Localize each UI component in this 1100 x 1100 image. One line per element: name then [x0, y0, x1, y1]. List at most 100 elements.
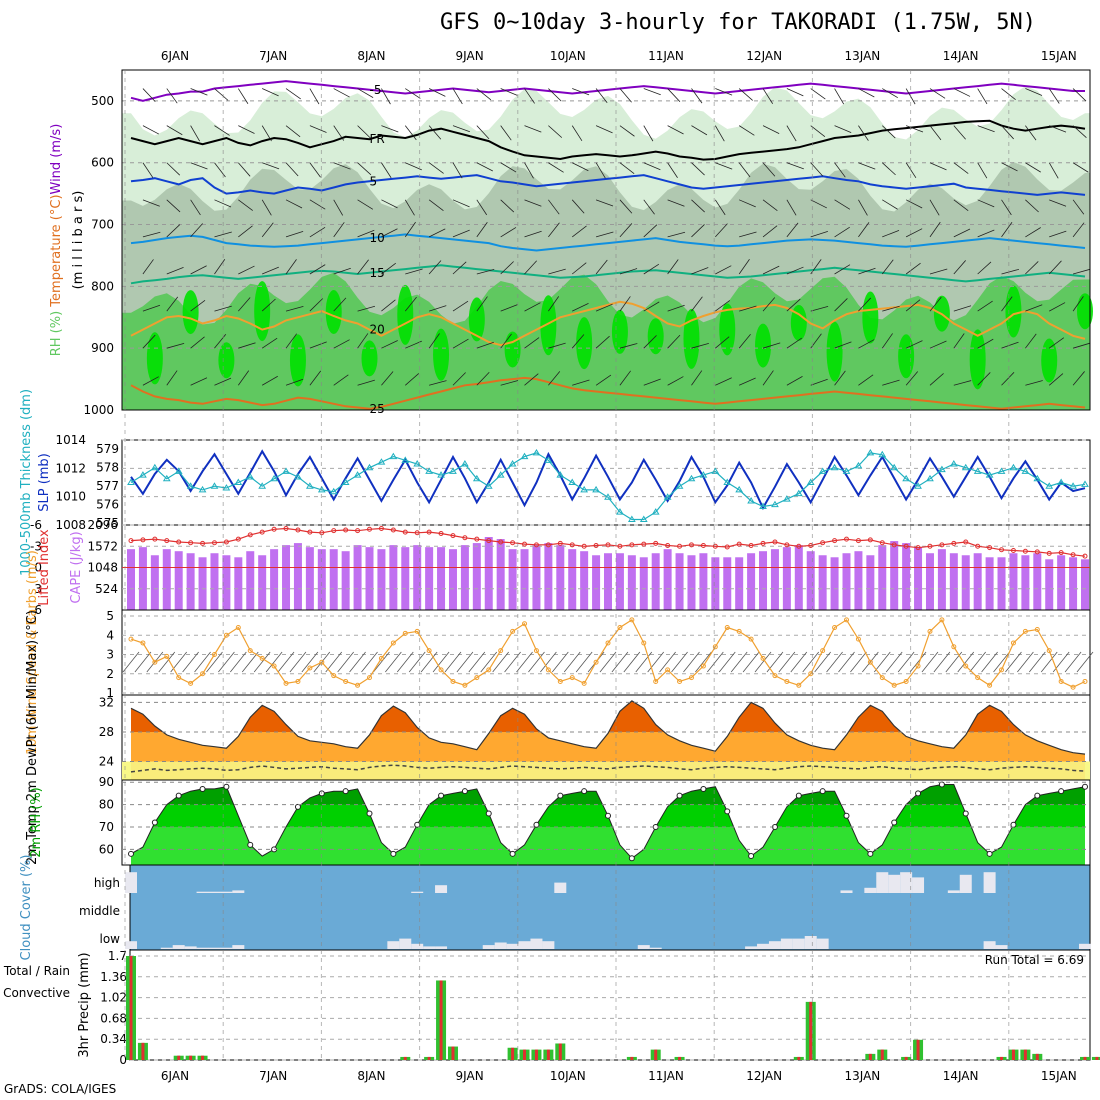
- slp-ylabel: SLP (mb): [37, 453, 52, 512]
- temp-band-low: [122, 761, 1090, 780]
- cloud-low-bar: [387, 941, 400, 949]
- wind-speed-point: [486, 667, 492, 673]
- li-point: [712, 543, 718, 549]
- wind-barb: [238, 342, 256, 349]
- li-point: [307, 529, 313, 535]
- rh-max-cell: [576, 317, 593, 370]
- rh-ytick: 70: [99, 820, 114, 834]
- wind-barb: [214, 231, 232, 238]
- cloud-low-bar: [435, 946, 448, 949]
- wind-barb: [357, 162, 372, 176]
- cape-bar: [866, 555, 875, 610]
- wind-barb: [214, 88, 229, 101]
- wind-barb: [429, 380, 447, 386]
- wind-barb: [882, 88, 898, 99]
- cape-bar: [401, 547, 410, 610]
- cloud-high-bar: [864, 887, 877, 893]
- cloud-low-bar: [757, 943, 770, 949]
- upper-air-ytick: 500: [91, 94, 114, 108]
- wind-barb: [524, 337, 540, 349]
- wind-barb-10m: [695, 651, 712, 673]
- precip-convective-bar: [880, 1049, 884, 1060]
- rh-point: [485, 810, 492, 817]
- li-point: [1010, 548, 1016, 553]
- wind-barb: [1072, 371, 1085, 386]
- wind-barb-10m: [408, 651, 426, 673]
- wind-barb: [882, 305, 900, 312]
- wind-barb: [834, 88, 845, 105]
- cloud-high-bar: [840, 890, 853, 893]
- wind-barb: [166, 125, 183, 136]
- wind-barb: [166, 343, 185, 349]
- wind-barb: [643, 199, 655, 215]
- rh-point: [891, 819, 898, 826]
- thickness-point: [282, 467, 290, 474]
- slp-frame: [121, 439, 1091, 526]
- wind-speed-line: [130, 618, 1086, 688]
- wind-barb: [619, 223, 633, 238]
- footer-credit: GrADS: COLA/IGES: [4, 1082, 117, 1096]
- li-point: [343, 527, 349, 533]
- precip-convective-bar: [189, 1055, 193, 1060]
- wind-barb: [572, 162, 589, 172]
- wind-barb: [381, 88, 391, 105]
- wind-barb: [1001, 199, 1012, 216]
- rh-point: [223, 783, 230, 790]
- wind-barb: [762, 88, 774, 104]
- li-point: [784, 542, 790, 548]
- cape-ytick: 2096: [87, 518, 118, 532]
- wind-speed-point: [712, 644, 718, 650]
- li-point: [987, 545, 993, 551]
- wind-barb: [762, 162, 776, 177]
- wind-barb: [452, 300, 469, 312]
- wind-barb-10m: [182, 651, 199, 673]
- li-point: [593, 543, 599, 549]
- thickness-line: [130, 452, 1086, 521]
- precip-ytick: 1.02: [100, 991, 127, 1005]
- wind-barb: [619, 125, 635, 137]
- wind-barb: [786, 222, 799, 238]
- wind-barb: [572, 88, 590, 96]
- wind-barb: [309, 264, 326, 275]
- wind-ytick: 1: [106, 686, 114, 700]
- wind-barb: [404, 199, 415, 216]
- thickness-point: [186, 482, 195, 489]
- thickness-point: [150, 463, 159, 471]
- wind-barb-10m: [337, 651, 354, 673]
- date-label-top: 15JAN: [1041, 49, 1077, 63]
- rh-max-cell: [325, 290, 342, 335]
- wind-barb-10m: [218, 651, 235, 673]
- cloud-low-bar: [506, 943, 519, 949]
- cloud-high-bar: [196, 891, 209, 893]
- thickness-point: [437, 471, 445, 478]
- wind-barb: [572, 379, 590, 386]
- rh-point: [581, 788, 588, 795]
- wind-barb: [905, 340, 923, 349]
- wind-barb: [476, 162, 493, 172]
- thickness-point: [890, 463, 899, 471]
- cape-bar: [305, 547, 314, 610]
- wind-barb: [595, 162, 606, 179]
- thickness-point: [675, 482, 684, 489]
- wind-barb: [238, 297, 251, 312]
- wind-barb: [309, 88, 320, 105]
- wind-barb-10m: [289, 651, 307, 673]
- isotherm-label: 20: [370, 323, 385, 337]
- li-ytick: -3: [30, 539, 42, 553]
- wind-barb: [953, 333, 965, 349]
- rh-point: [986, 850, 993, 857]
- wind-barb: [452, 162, 463, 179]
- wind-barb: [810, 230, 828, 238]
- thickness-point: [830, 463, 839, 471]
- wind-barb: [929, 199, 940, 216]
- rh-point: [461, 788, 468, 795]
- wind-barb: [1001, 222, 1013, 238]
- wind-barb: [667, 376, 684, 386]
- wind-barb: [1025, 125, 1037, 141]
- wind-barb: [858, 267, 876, 275]
- wind-speed-point: [581, 680, 587, 686]
- wind-barb: [548, 199, 560, 215]
- li-point: [700, 543, 706, 549]
- wind-speed-point: [629, 617, 635, 623]
